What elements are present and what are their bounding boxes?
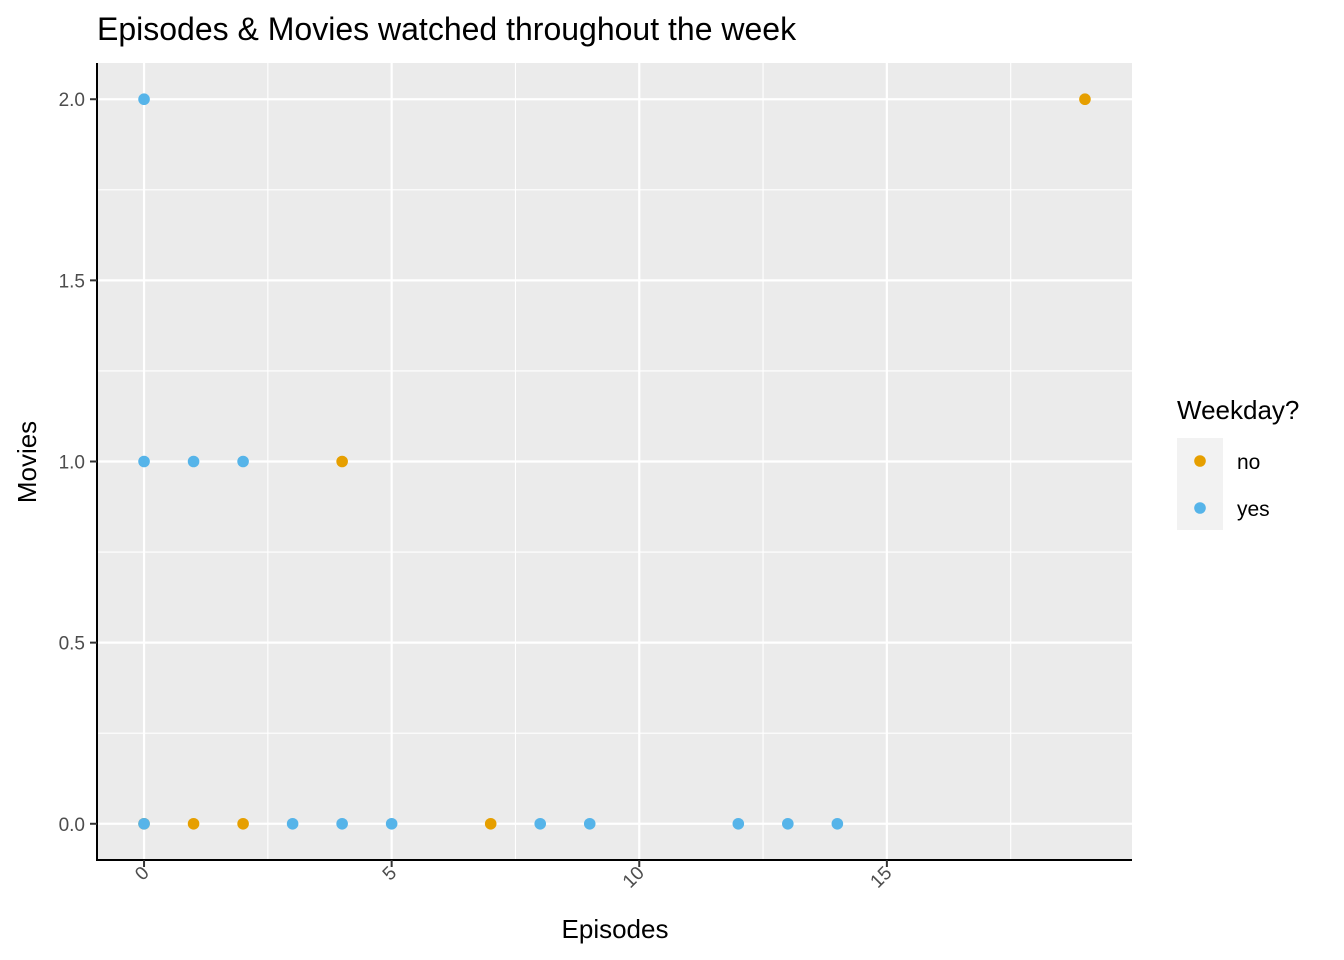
data-point-no bbox=[336, 455, 348, 468]
x-axis-title: Episodes bbox=[562, 914, 669, 944]
legend-key-background bbox=[1177, 438, 1223, 530]
y-axis-title: Movies bbox=[12, 421, 42, 503]
data-point-yes bbox=[138, 817, 150, 830]
x-tick-label: 5 bbox=[379, 863, 401, 885]
data-point-yes bbox=[583, 817, 596, 830]
data-point-no bbox=[1079, 93, 1091, 106]
legend: Weekday? no yes bbox=[1177, 395, 1299, 530]
data-points bbox=[138, 93, 1091, 830]
data-point-yes bbox=[782, 817, 794, 830]
data-point-yes bbox=[336, 817, 348, 830]
data-point-no bbox=[484, 817, 497, 830]
data-point-yes bbox=[385, 817, 398, 830]
y-tick-label: 0.5 bbox=[59, 634, 85, 655]
data-point-yes bbox=[732, 817, 745, 830]
data-point-yes bbox=[237, 455, 249, 468]
chart-title: Episodes & Movies watched throughout the… bbox=[97, 11, 797, 47]
data-point-yes bbox=[138, 93, 150, 106]
data-point-no bbox=[187, 817, 200, 830]
y-tick-label: 1.5 bbox=[59, 271, 85, 292]
y-tick-label: 2.0 bbox=[59, 90, 85, 111]
legend-label-yes: yes bbox=[1237, 498, 1270, 521]
data-point-yes bbox=[286, 817, 299, 830]
legend-title: Weekday? bbox=[1177, 395, 1299, 425]
legend-key-no bbox=[1194, 455, 1206, 467]
x-tick-label: 0 bbox=[131, 863, 153, 885]
data-point-yes bbox=[534, 817, 547, 830]
data-point-yes bbox=[187, 455, 200, 468]
data-point-yes bbox=[138, 455, 150, 468]
axes: 0.0 0.5 1.0 1.5 2.0 0 5 10 15 bbox=[59, 63, 1132, 892]
legend-key-yes bbox=[1194, 502, 1206, 514]
y-tick-label: 0.0 bbox=[59, 815, 85, 836]
data-point-yes bbox=[831, 817, 844, 830]
data-point-no bbox=[237, 817, 249, 830]
plot-panel bbox=[97, 63, 1132, 860]
x-tick-label: 15 bbox=[867, 863, 897, 893]
x-tick-label: 10 bbox=[619, 863, 649, 893]
y-tick-label: 1.0 bbox=[59, 453, 85, 474]
legend-label-no: no bbox=[1237, 451, 1260, 474]
